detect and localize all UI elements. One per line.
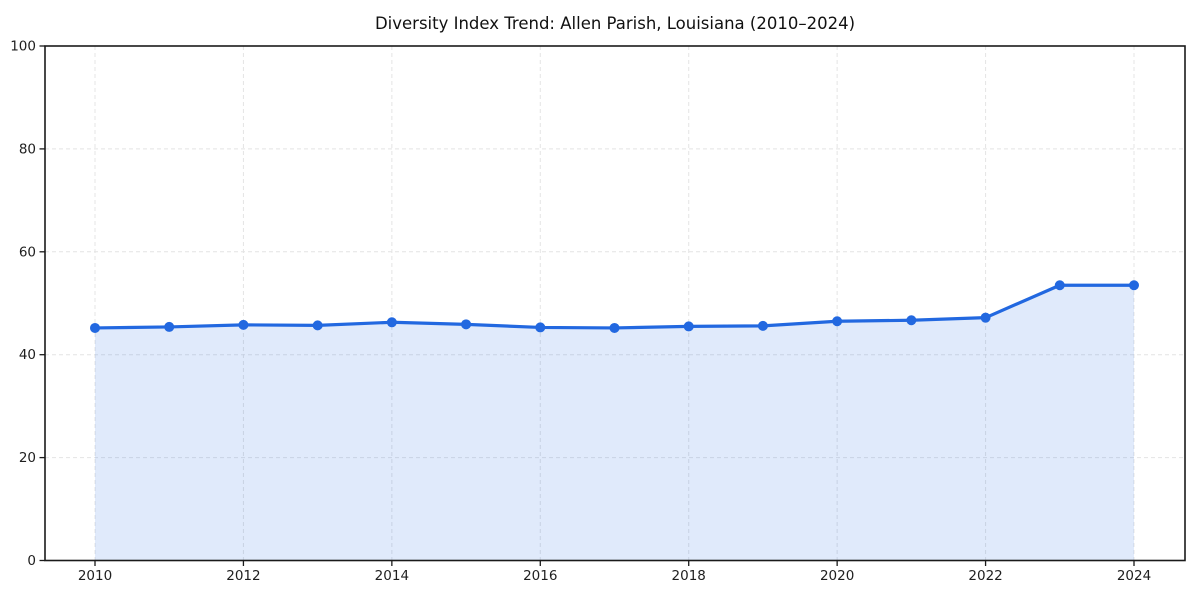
y-tick-label: 0 (27, 553, 36, 569)
axis-layer (39, 45, 1186, 566)
data-point (535, 322, 546, 333)
x-tick-label: 2016 (523, 568, 557, 584)
data-point (683, 321, 694, 332)
data-point (757, 320, 768, 331)
y-tick-label: 40 (19, 347, 36, 363)
plot-border (44, 45, 1186, 562)
series-layer (90, 280, 1139, 561)
y-tick-label: 20 (19, 450, 36, 466)
y-tick-label: 60 (19, 244, 36, 260)
chart-title: Diversity Index Trend: Allen Parish, Lou… (375, 14, 855, 33)
grid-layer (45, 46, 1185, 561)
data-point (386, 317, 397, 328)
data-point (1129, 280, 1139, 291)
x-tick-label: 2012 (226, 568, 260, 584)
tick-labels-layer: 2010 2012 2014 2016 2018 2020 2022 2024 0 20 40 60 8… (10, 39, 1151, 585)
data-point (980, 312, 991, 323)
x-tick-label: 2024 (1117, 568, 1151, 584)
data-point (906, 315, 917, 326)
y-tick-label: 100 (10, 39, 36, 55)
data-point (238, 319, 249, 330)
data-point (312, 320, 323, 331)
x-tick-label: 2018 (672, 568, 706, 584)
x-tick-label: 2022 (968, 568, 1002, 584)
area-fill (95, 285, 1134, 561)
x-tick-label: 2020 (820, 568, 854, 584)
data-point (164, 321, 175, 332)
data-point (90, 322, 100, 333)
x-tick-label: 2010 (78, 568, 112, 584)
data-point (461, 319, 472, 330)
data-point (832, 316, 843, 327)
x-tick-label: 2014 (375, 568, 409, 584)
y-tick-label: 80 (19, 141, 36, 157)
data-point (609, 322, 620, 333)
data-point (1054, 280, 1065, 291)
